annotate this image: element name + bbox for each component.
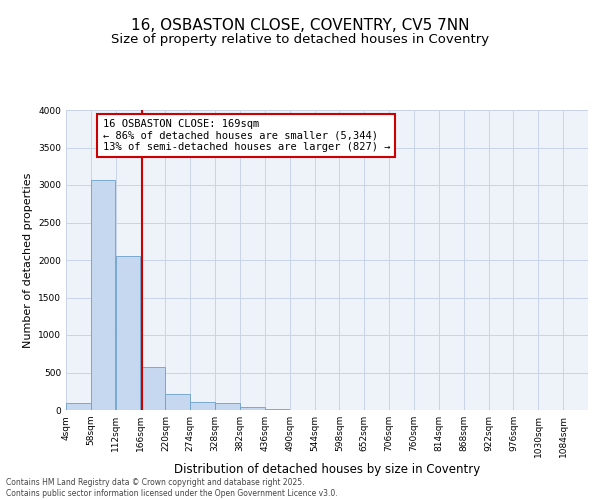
Bar [116,256,140,410]
Bar [240,407,265,410]
Bar [166,394,190,410]
Bar [140,366,165,410]
Y-axis label: Number of detached properties: Number of detached properties [23,172,32,348]
X-axis label: Distribution of detached houses by size in Coventry: Distribution of detached houses by size … [174,462,480,475]
Bar [265,409,289,410]
Bar [66,403,91,410]
Text: 16 OSBASTON CLOSE: 169sqm
← 86% of detached houses are smaller (5,344)
13% of se: 16 OSBASTON CLOSE: 169sqm ← 86% of detac… [103,119,390,152]
Bar [215,403,240,410]
Text: Size of property relative to detached houses in Coventry: Size of property relative to detached ho… [111,32,489,46]
Text: Contains HM Land Registry data © Crown copyright and database right 2025.
Contai: Contains HM Land Registry data © Crown c… [6,478,338,498]
Text: 16, OSBASTON CLOSE, COVENTRY, CV5 7NN: 16, OSBASTON CLOSE, COVENTRY, CV5 7NN [131,18,469,32]
Bar [91,180,115,410]
Bar [190,402,215,410]
